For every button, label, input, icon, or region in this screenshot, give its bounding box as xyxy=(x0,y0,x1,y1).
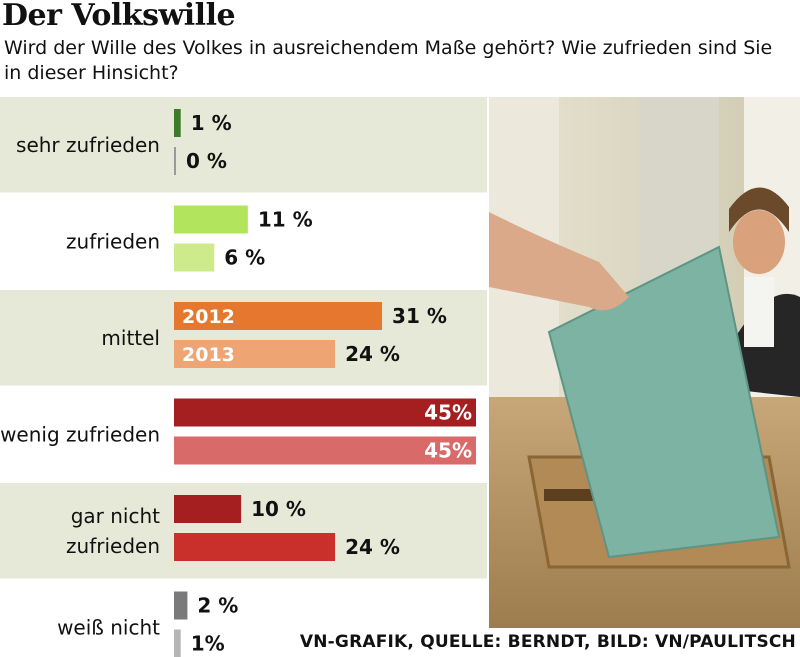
category-label: mittel xyxy=(101,326,160,350)
bar-chart: sehr zufrieden 1 % 0 % zufrieden 11 % 6 % mitt… xyxy=(0,97,487,657)
category-label: weiß nicht xyxy=(57,615,160,639)
bar xyxy=(174,591,188,620)
chart-subtitle: Wird der Wille des Volkes in ausreichend… xyxy=(4,37,773,84)
bar xyxy=(174,205,248,234)
value-label: 11 % xyxy=(258,208,313,232)
bar xyxy=(174,243,215,272)
category-label: zufrieden xyxy=(66,534,160,558)
bar xyxy=(174,398,476,427)
bar xyxy=(174,533,336,561)
value-label: 6 % xyxy=(224,246,265,270)
legend-label: 2012 xyxy=(182,306,235,328)
row-background xyxy=(0,97,487,193)
bar xyxy=(174,302,383,330)
value-label: 45% xyxy=(424,401,472,425)
legend-label: 2013 xyxy=(182,344,235,366)
bar xyxy=(174,436,476,465)
bar xyxy=(174,629,181,657)
value-label: 10 % xyxy=(251,497,306,521)
row-background xyxy=(0,483,487,579)
category-label: zufrieden xyxy=(66,229,160,253)
category-label: wenig zufrieden xyxy=(0,422,160,446)
value-label: 24 % xyxy=(345,342,400,366)
value-label: 0 % xyxy=(186,149,227,173)
source-credit: VN-GRAFIK, QUELLE: BERNDT, BILD: VN/PAUL… xyxy=(299,632,796,652)
ballot-box-photo xyxy=(489,97,800,628)
bar xyxy=(174,495,242,523)
value-label: 1 % xyxy=(191,111,232,135)
chart-title: Der Volkswille xyxy=(2,0,236,33)
bar xyxy=(174,340,336,368)
bar xyxy=(174,147,176,175)
value-label: 24 % xyxy=(345,535,400,559)
category-label: gar nicht xyxy=(71,504,160,528)
value-label: 31 % xyxy=(392,304,447,328)
category-label: sehr zufrieden xyxy=(16,133,160,157)
bar xyxy=(174,109,181,137)
value-label: 45% xyxy=(424,439,472,463)
value-label: 1% xyxy=(191,632,225,656)
value-label: 2 % xyxy=(197,594,238,618)
